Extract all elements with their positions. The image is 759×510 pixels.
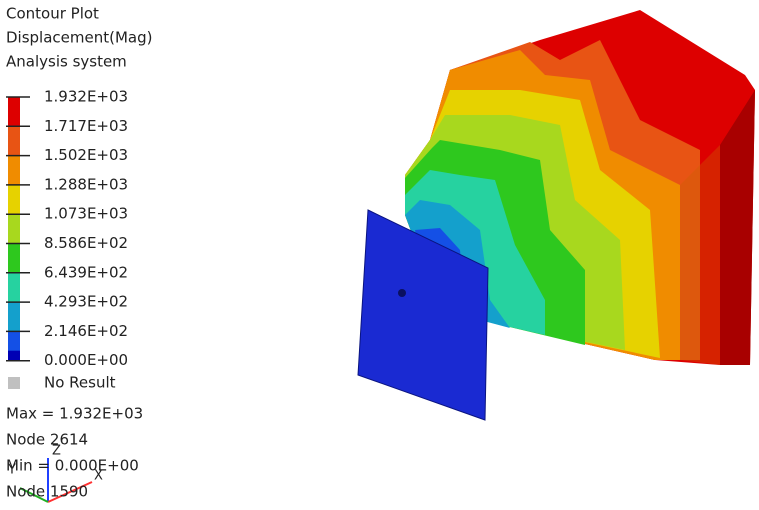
triad-y-label: Y — [7, 463, 16, 478]
legend-title: Analysis system — [6, 53, 127, 71]
legend-band — [8, 273, 20, 303]
legend-band — [8, 351, 20, 361]
legend-band — [8, 156, 20, 186]
legend-label: 2.146E+02 — [44, 322, 128, 340]
legend-band — [8, 214, 20, 244]
triad-x-label: X — [94, 469, 103, 484]
legend-label: 1.932E+03 — [44, 88, 128, 106]
legend-title: Displacement(Mag) — [6, 29, 152, 47]
legend-label: 1.502E+03 — [44, 146, 128, 164]
max-text: Max = 1.932E+03 — [6, 405, 143, 423]
legend-label: 1.073E+03 — [44, 205, 128, 223]
legend-label: 4.293E+02 — [44, 293, 128, 311]
legend-band — [8, 126, 20, 156]
legend-band — [8, 302, 20, 332]
no-result-swatch — [8, 377, 20, 389]
min-node: Node 1590 — [6, 483, 88, 501]
no-result-label: No Result — [44, 374, 116, 392]
plate-node — [398, 289, 406, 297]
model — [358, 10, 755, 420]
min-text: Min = 0.000E+00 — [6, 457, 139, 475]
legend-label: 8.586E+02 — [44, 234, 128, 252]
max-node: Node 2614 — [6, 431, 88, 449]
legend-label: 1.288E+03 — [44, 175, 128, 193]
legend-label: 0.000E+00 — [44, 351, 128, 369]
legend-label: 1.717E+03 — [44, 117, 128, 135]
triad-z-label: Z — [52, 444, 61, 459]
legend-label: 6.439E+02 — [44, 263, 128, 281]
legend-band — [8, 244, 20, 274]
legend-title: Contour Plot — [6, 5, 99, 23]
legend: Contour Plot Displacement(Mag) Analysis sy… — [6, 5, 152, 392]
viewport: Contour Plot Displacement(Mag) Analysis sy… — [0, 0, 759, 510]
legend-band — [8, 97, 20, 127]
legend-band — [8, 185, 20, 215]
